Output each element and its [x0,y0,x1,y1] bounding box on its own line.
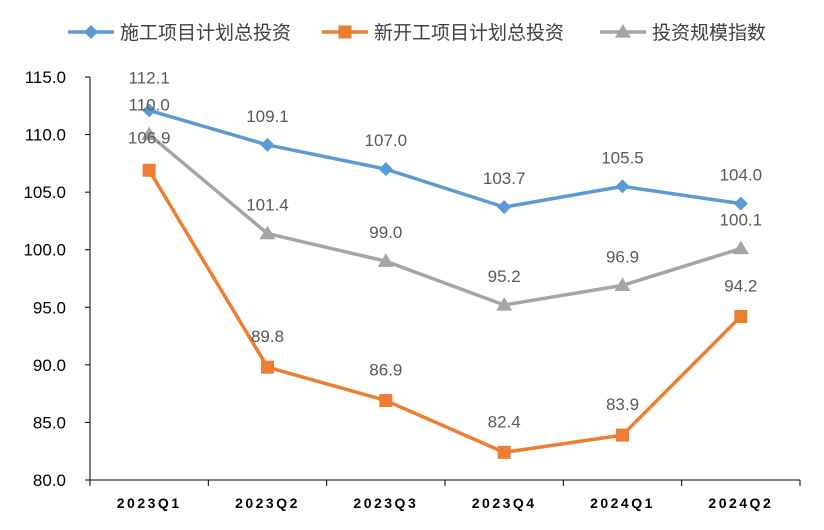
data-label: 95.2 [488,267,521,286]
legend-label: 施工项目计划总投资 [120,22,291,44]
data-labels: 112.1 109.1 107.0 103.7 105.5 104.0 106.9 89.8 8… [128,68,762,431]
x-tick-label: 2023Q1 [117,495,182,511]
y-tick-label: 100.0 [23,241,66,260]
series-line [148,133,742,307]
series-1 [142,103,748,215]
data-point [260,137,275,152]
data-point [497,445,511,459]
data-point [261,360,274,374]
data-point [497,200,512,215]
data-point [379,394,393,408]
data-label: 110.0 [129,96,170,115]
data-label: 82.4 [488,412,521,431]
data-label: 107.0 [365,131,408,150]
axes: 80.0 85.0 90.0 95.0 100.0 105.0 110.0 115.0 2023… [23,68,801,511]
data-label: 100.1 [720,211,763,230]
legend-marker [84,25,98,39]
data-label: 99.0 [369,223,402,242]
data-label: 89.8 [251,327,284,346]
data-point [377,253,394,267]
data-point [496,296,513,311]
data-point [615,179,630,194]
series-group [141,103,749,459]
data-point [142,103,157,118]
x-tick-label: 2024Q2 [708,495,773,511]
data-label: 105.5 [601,148,644,167]
x-tick-label: 2024Q1 [590,495,655,511]
x-tick-label: 2023Q4 [472,495,537,511]
series-line [148,108,742,209]
data-label: 94.2 [724,276,757,295]
data-label: 96.9 [606,247,639,266]
data-point [141,126,158,141]
legend-label: 投资规模指数 [652,22,766,44]
y-tick-label: 105.0 [23,183,66,202]
data-point [734,309,748,323]
data-label: 103.7 [483,169,526,188]
data-label: 104.0 [720,166,763,185]
y-tick-label: 115.0 [25,68,66,87]
y-tick-label: 85.0 [33,413,66,432]
series-3 [141,126,749,311]
data-point [142,163,156,177]
data-label: 86.9 [369,361,402,380]
data-label: 109.1 [246,107,289,126]
x-tick-label: 2023Q3 [353,495,418,511]
data-point [733,196,748,211]
data-label: 112.1 [129,68,170,87]
y-tick-label: 110.0 [25,126,66,145]
y-tick-label: 95.0 [33,298,66,317]
legend-item: 新开工项目计划总投资 [322,22,564,44]
legend-item: 施工项目计划总投资 [68,22,291,44]
data-point [732,240,749,255]
legend: 施工项目计划总投资 新开工项目计划总投资 投资规模指数 [68,22,766,44]
series-2 [142,163,748,459]
data-label: 106.9 [128,128,171,147]
legend-item: 投资规模指数 [600,22,766,44]
data-point [616,428,629,442]
legend-marker [338,25,352,39]
legend-label: 新开工项目计划总投资 [374,22,564,44]
data-point [259,225,276,240]
data-label: 101.4 [246,196,289,215]
data-point [614,277,631,292]
legend-marker [615,24,631,38]
data-label: 83.9 [606,395,639,414]
series-line [147,169,743,455]
x-tick-label: 2023Q2 [235,495,300,511]
y-tick-label: 80.0 [33,471,66,490]
data-point [378,162,393,177]
y-tick-label: 90.0 [33,356,66,375]
